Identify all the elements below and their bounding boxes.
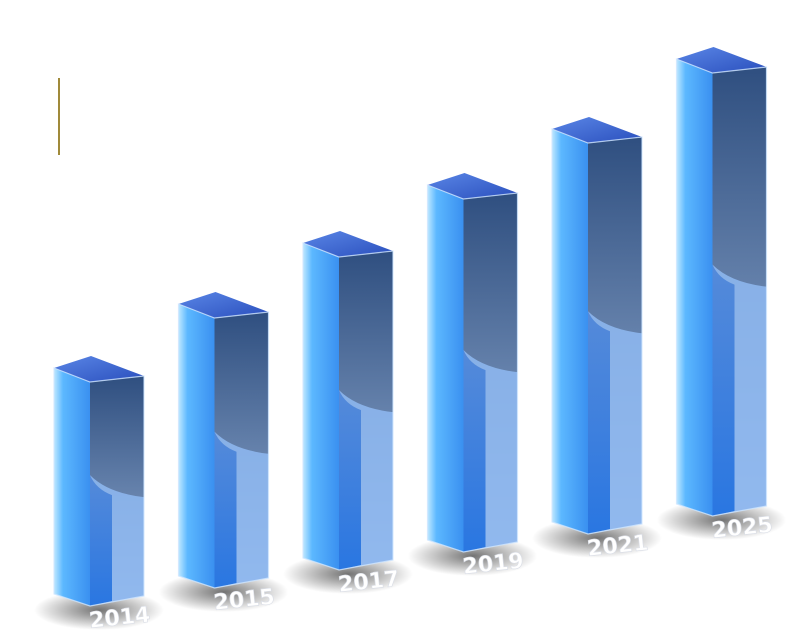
bar-top-face [427,173,518,199]
bar-front-face [303,243,339,570]
x-tick-label: 2025 [711,513,775,544]
bar-liquid-edge [463,350,486,552]
bar-top-face [54,356,144,382]
bar-outline [426,184,519,553]
x-tick-label: 2014 [88,603,152,634]
bar-liquid-edge [339,390,361,570]
bar-outline [551,128,643,535]
x-tick-label: 2021 [586,531,650,562]
bar-shadow [532,518,662,558]
x-tick-label: 2017 [337,567,401,598]
bar-front-face [427,185,464,552]
bar-outline [53,367,145,607]
bar-2015: 2015 [158,292,289,616]
bar-shadow [158,572,289,612]
bar-shadow [407,536,538,576]
bar-2025: 2025 [656,47,787,544]
bar-shadow [656,500,787,540]
bar-front-face [676,59,713,516]
bar-liquid-edge [588,311,610,534]
x-tick-label: 2015 [213,585,277,616]
bar-front-face [178,304,215,588]
bar-shadow [34,590,164,630]
bar-2017: 2017 [283,231,413,598]
bar-liquid-edge [90,475,112,606]
bar-outline [302,242,394,571]
bar-top-face [178,292,269,318]
bar-2014: 2014 [34,356,164,634]
bar-top-face [676,47,767,73]
bar-outline [675,58,768,517]
bar-front-face [54,368,90,606]
bar-liquid-edge [712,264,735,516]
bar-top-face [303,231,393,257]
bar-front-face [552,129,588,534]
bar-2021: 2021 [532,117,662,562]
bar-top-face [552,117,642,143]
bar-shadow [283,554,413,594]
bar-liquid-edge [214,431,237,588]
bar-outline [177,303,270,589]
title-accent-line [58,78,60,155]
x-tick-label: 2019 [462,549,526,580]
bar-2019: 2019 [407,173,538,580]
